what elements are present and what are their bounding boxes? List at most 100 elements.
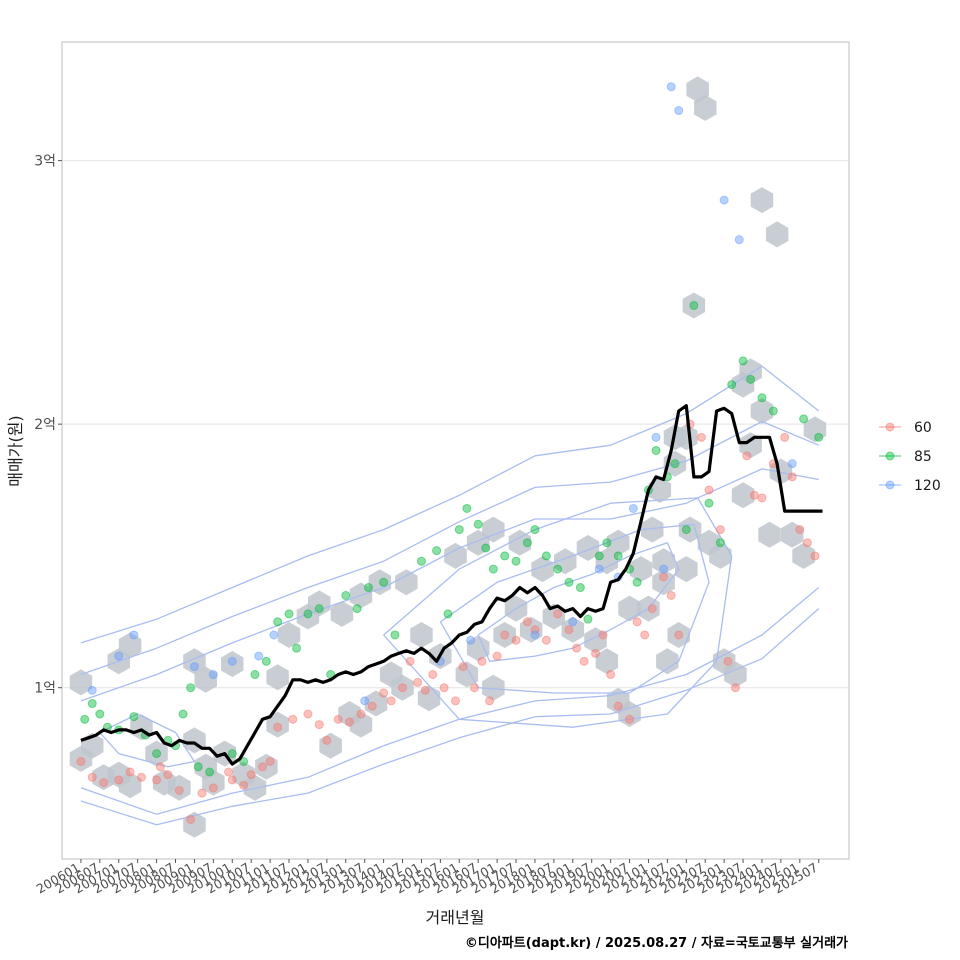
point-60 <box>477 656 487 666</box>
point-60 <box>136 772 146 782</box>
point-120 <box>87 685 97 695</box>
point-85 <box>799 414 809 424</box>
contour-line <box>80 365 820 644</box>
point-120 <box>594 564 604 574</box>
point-120 <box>254 651 264 661</box>
point-60 <box>458 662 468 672</box>
point-60 <box>647 604 657 614</box>
point-60 <box>606 670 616 680</box>
point-85 <box>746 374 756 384</box>
point-85 <box>250 670 260 680</box>
point-85 <box>95 709 105 719</box>
point-85 <box>488 564 498 574</box>
point-60 <box>696 432 706 442</box>
contour-line <box>99 713 196 768</box>
legend-key-point <box>885 451 895 461</box>
point-60 <box>367 701 377 711</box>
point-60 <box>451 696 460 706</box>
hex-bin <box>652 569 675 596</box>
point-60 <box>163 770 173 780</box>
trend-line <box>80 404 823 766</box>
hex-bin <box>682 292 706 319</box>
point-60 <box>288 714 298 724</box>
point-120 <box>269 630 279 640</box>
point-60 <box>152 775 162 785</box>
point-60 <box>356 709 366 719</box>
point-60 <box>572 643 582 653</box>
point-120 <box>568 617 578 627</box>
point-85 <box>292 643 302 653</box>
hex-bin <box>145 740 168 767</box>
legend-label: 120 <box>914 478 941 494</box>
data-points <box>76 82 824 824</box>
point-60 <box>345 717 355 727</box>
point-60 <box>439 683 449 693</box>
point-60 <box>420 685 430 695</box>
point-60 <box>632 617 642 627</box>
point-120 <box>114 651 124 661</box>
point-60 <box>579 656 589 666</box>
hex-bin <box>781 521 804 548</box>
contour-line <box>80 608 820 826</box>
point-85 <box>738 356 748 366</box>
hex-bin <box>395 569 418 596</box>
point-60 <box>704 485 714 495</box>
hex-bin <box>652 548 675 575</box>
point-85 <box>530 525 540 535</box>
hex-bin <box>803 416 827 443</box>
point-85 <box>511 556 521 566</box>
point-120 <box>734 235 744 245</box>
y-axis-title: 매매가(원) <box>6 415 25 486</box>
point-120 <box>651 432 661 442</box>
point-85 <box>341 590 351 600</box>
hex-bin <box>750 187 774 214</box>
hex-bin <box>554 548 577 575</box>
point-60 <box>802 538 812 548</box>
point-85 <box>481 543 491 553</box>
point-85 <box>670 459 680 469</box>
x-axis: 2006012006072007012007072008012008072009… <box>34 859 820 896</box>
source-caption: ©디아파트(dapt.kr) / 2025.08.27 / 자료=국토교통부 실… <box>465 935 848 951</box>
point-60 <box>208 783 218 793</box>
point-85 <box>651 446 661 455</box>
point-60 <box>314 720 324 730</box>
hex-bin <box>482 516 505 543</box>
panel-border <box>61 41 850 860</box>
legend-label: 85 <box>914 449 932 465</box>
hex-bin <box>183 811 206 838</box>
point-120 <box>129 630 139 640</box>
point-85 <box>87 699 97 709</box>
hex-bin <box>168 774 191 801</box>
point-60 <box>405 656 415 666</box>
median-trend-line <box>80 404 823 766</box>
hex-bin <box>444 542 467 569</box>
hex-bin <box>648 477 672 503</box>
point-60 <box>564 625 574 635</box>
point-120 <box>208 670 218 680</box>
point-85 <box>575 583 585 593</box>
hex-bin <box>675 556 698 583</box>
point-60 <box>666 590 676 600</box>
point-60 <box>379 688 389 698</box>
point-60 <box>613 701 623 711</box>
point-85 <box>193 762 203 772</box>
point-60 <box>428 670 438 680</box>
point-120 <box>719 195 729 205</box>
point-60 <box>258 762 268 772</box>
point-85 <box>178 709 188 719</box>
contour-line <box>80 468 819 702</box>
point-85 <box>632 577 642 587</box>
point-60 <box>780 432 790 442</box>
point-120 <box>189 662 199 672</box>
hex-bin <box>493 622 516 648</box>
legend-key-point <box>885 480 895 490</box>
point-85 <box>715 538 725 548</box>
point-60 <box>197 788 207 798</box>
hex-bin <box>731 482 755 509</box>
point-60 <box>590 648 600 658</box>
point-60 <box>715 525 725 535</box>
point-60 <box>625 714 635 724</box>
hex-bin <box>769 458 793 485</box>
y-tick-label: 3억 <box>34 154 56 170</box>
